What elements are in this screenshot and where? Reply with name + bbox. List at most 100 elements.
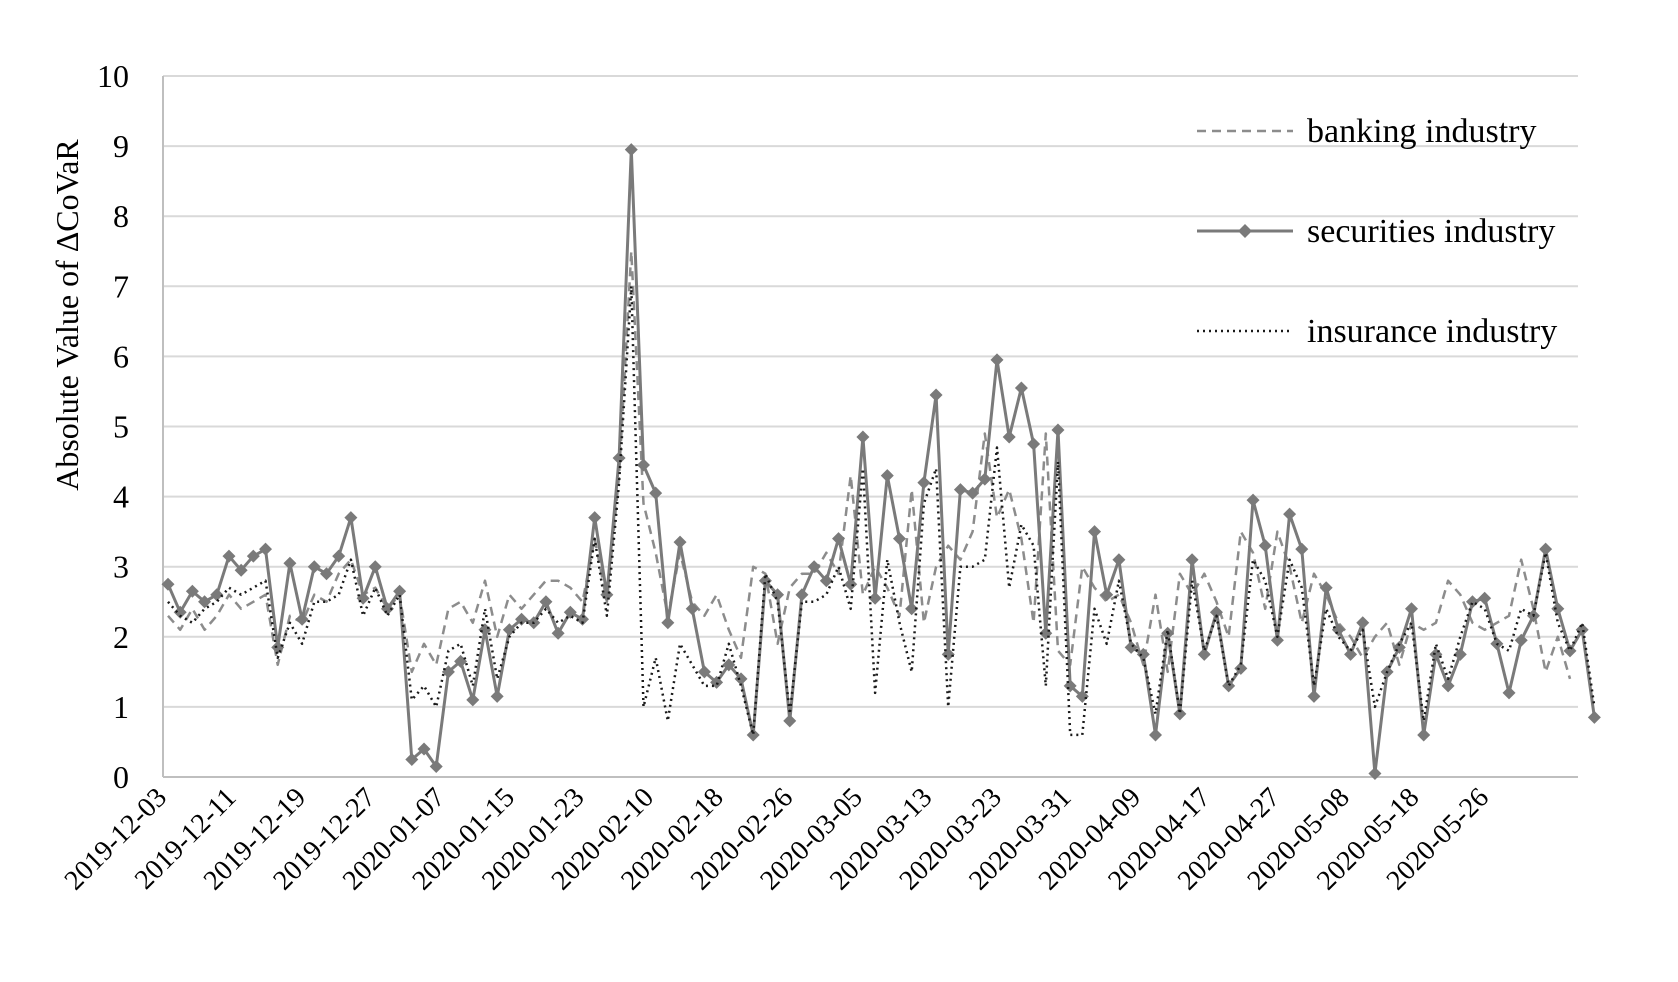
data-point-marker: [502, 623, 516, 637]
data-point-marker: [1465, 595, 1479, 609]
tick-labels: 0123456789102019-12-032019-12-112019-12-…: [59, 58, 1495, 896]
data-point-marker: [1551, 602, 1565, 616]
data-point-marker: [1587, 710, 1601, 724]
data-point-marker: [953, 483, 967, 497]
data-point-marker: [1283, 507, 1297, 521]
legend-item: securities industry: [1197, 213, 1555, 250]
data-point-marker: [661, 616, 675, 630]
data-point-marker: [576, 612, 590, 626]
data-point-marker: [1051, 423, 1065, 437]
data-point-marker: [1307, 689, 1321, 703]
data-point-marker: [1197, 647, 1211, 661]
data-point-marker: [832, 532, 846, 546]
data-point-marker: [1502, 686, 1516, 700]
data-point-marker: [259, 542, 273, 556]
data-point-marker: [1185, 553, 1199, 567]
data-point-marker: [929, 388, 943, 402]
data-point-marker: [685, 602, 699, 616]
data-point-marker: [185, 584, 199, 598]
data-point-marker: [222, 549, 236, 563]
data-point-marker: [551, 626, 565, 640]
data-point-marker: [246, 549, 260, 563]
data-point-marker: [1405, 602, 1419, 616]
data-point-marker: [1429, 647, 1443, 661]
data-point-marker: [539, 595, 553, 609]
data-point-marker: [1575, 623, 1589, 637]
data-point-marker: [1014, 381, 1028, 395]
data-point-marker: [783, 714, 797, 728]
data-point-marker: [490, 689, 504, 703]
data-point-marker: [649, 486, 663, 500]
series-line: [167, 285, 1596, 737]
data-point-marker: [1124, 640, 1138, 654]
data-point-marker: [978, 472, 992, 486]
data-point-marker: [1075, 689, 1089, 703]
data-point-marker: [319, 567, 333, 581]
data-point-marker: [1539, 542, 1553, 556]
legend-label: insurance industry: [1307, 313, 1557, 350]
data-point-marker: [734, 672, 748, 686]
legend-label: securities industry: [1307, 213, 1555, 250]
data-point-marker: [1088, 525, 1102, 539]
data-point-marker: [795, 588, 809, 602]
data-point-marker: [868, 591, 882, 605]
data-point-marker: [1514, 633, 1528, 647]
legend-label: banking industry: [1307, 113, 1536, 150]
data-point-marker: [1112, 553, 1126, 567]
data-point-marker: [1344, 647, 1358, 661]
data-point-marker: [819, 574, 833, 588]
data-point-marker: [1027, 437, 1041, 451]
data-point-marker: [1173, 707, 1187, 721]
data-point-marker: [856, 430, 870, 444]
data-point-marker: [1234, 661, 1248, 675]
y-tick-label: 2: [113, 619, 129, 655]
data-point-marker: [1368, 766, 1382, 780]
legend-marker: [1238, 224, 1252, 238]
data-point-marker: [1246, 493, 1260, 507]
data-point-marker: [393, 584, 407, 598]
data-point-marker: [1453, 647, 1467, 661]
data-point-marker: [758, 574, 772, 588]
data-point-marker: [563, 605, 577, 619]
data-point-marker: [1356, 616, 1370, 630]
y-tick-label: 1: [113, 689, 129, 725]
data-point-marker: [746, 728, 760, 742]
data-point-marker: [1100, 588, 1114, 602]
y-tick-label: 0: [113, 759, 129, 795]
data-point-marker: [1563, 644, 1577, 658]
data-point-marker: [1319, 581, 1333, 595]
data-point-marker: [1258, 539, 1272, 553]
data-point-marker: [905, 602, 919, 616]
data-point-marker: [368, 560, 382, 574]
data-point-marker: [405, 752, 419, 766]
y-tick-label: 6: [113, 338, 129, 374]
legend-item: banking industry: [1197, 113, 1536, 150]
data-point-marker: [307, 560, 321, 574]
data-point-marker: [917, 476, 931, 490]
data-point-marker: [612, 451, 626, 465]
data-point-marker: [697, 665, 711, 679]
data-point-marker: [173, 605, 187, 619]
axes: [162, 76, 1578, 778]
data-point-marker: [234, 563, 248, 577]
data-point-marker: [198, 595, 212, 609]
gridlines: [163, 75, 1578, 708]
y-tick-label: 5: [113, 409, 129, 445]
data-point-marker: [1295, 542, 1309, 556]
y-axis-label: Absolute Value of ΔCoVaR: [49, 139, 85, 491]
data-point-marker: [344, 511, 358, 525]
data-point-marker: [1222, 679, 1236, 693]
data-point-marker: [466, 693, 480, 707]
data-point-marker: [1417, 728, 1431, 742]
data-point-marker: [966, 486, 980, 500]
data-point-marker: [844, 577, 858, 591]
series-lines: [161, 143, 1601, 780]
data-point-marker: [1148, 728, 1162, 742]
y-tick-label: 9: [113, 128, 129, 164]
data-point-marker: [1441, 679, 1455, 693]
data-point-marker: [588, 511, 602, 525]
data-point-marker: [600, 588, 614, 602]
y-tick-label: 8: [113, 198, 129, 234]
data-point-marker: [673, 535, 687, 549]
